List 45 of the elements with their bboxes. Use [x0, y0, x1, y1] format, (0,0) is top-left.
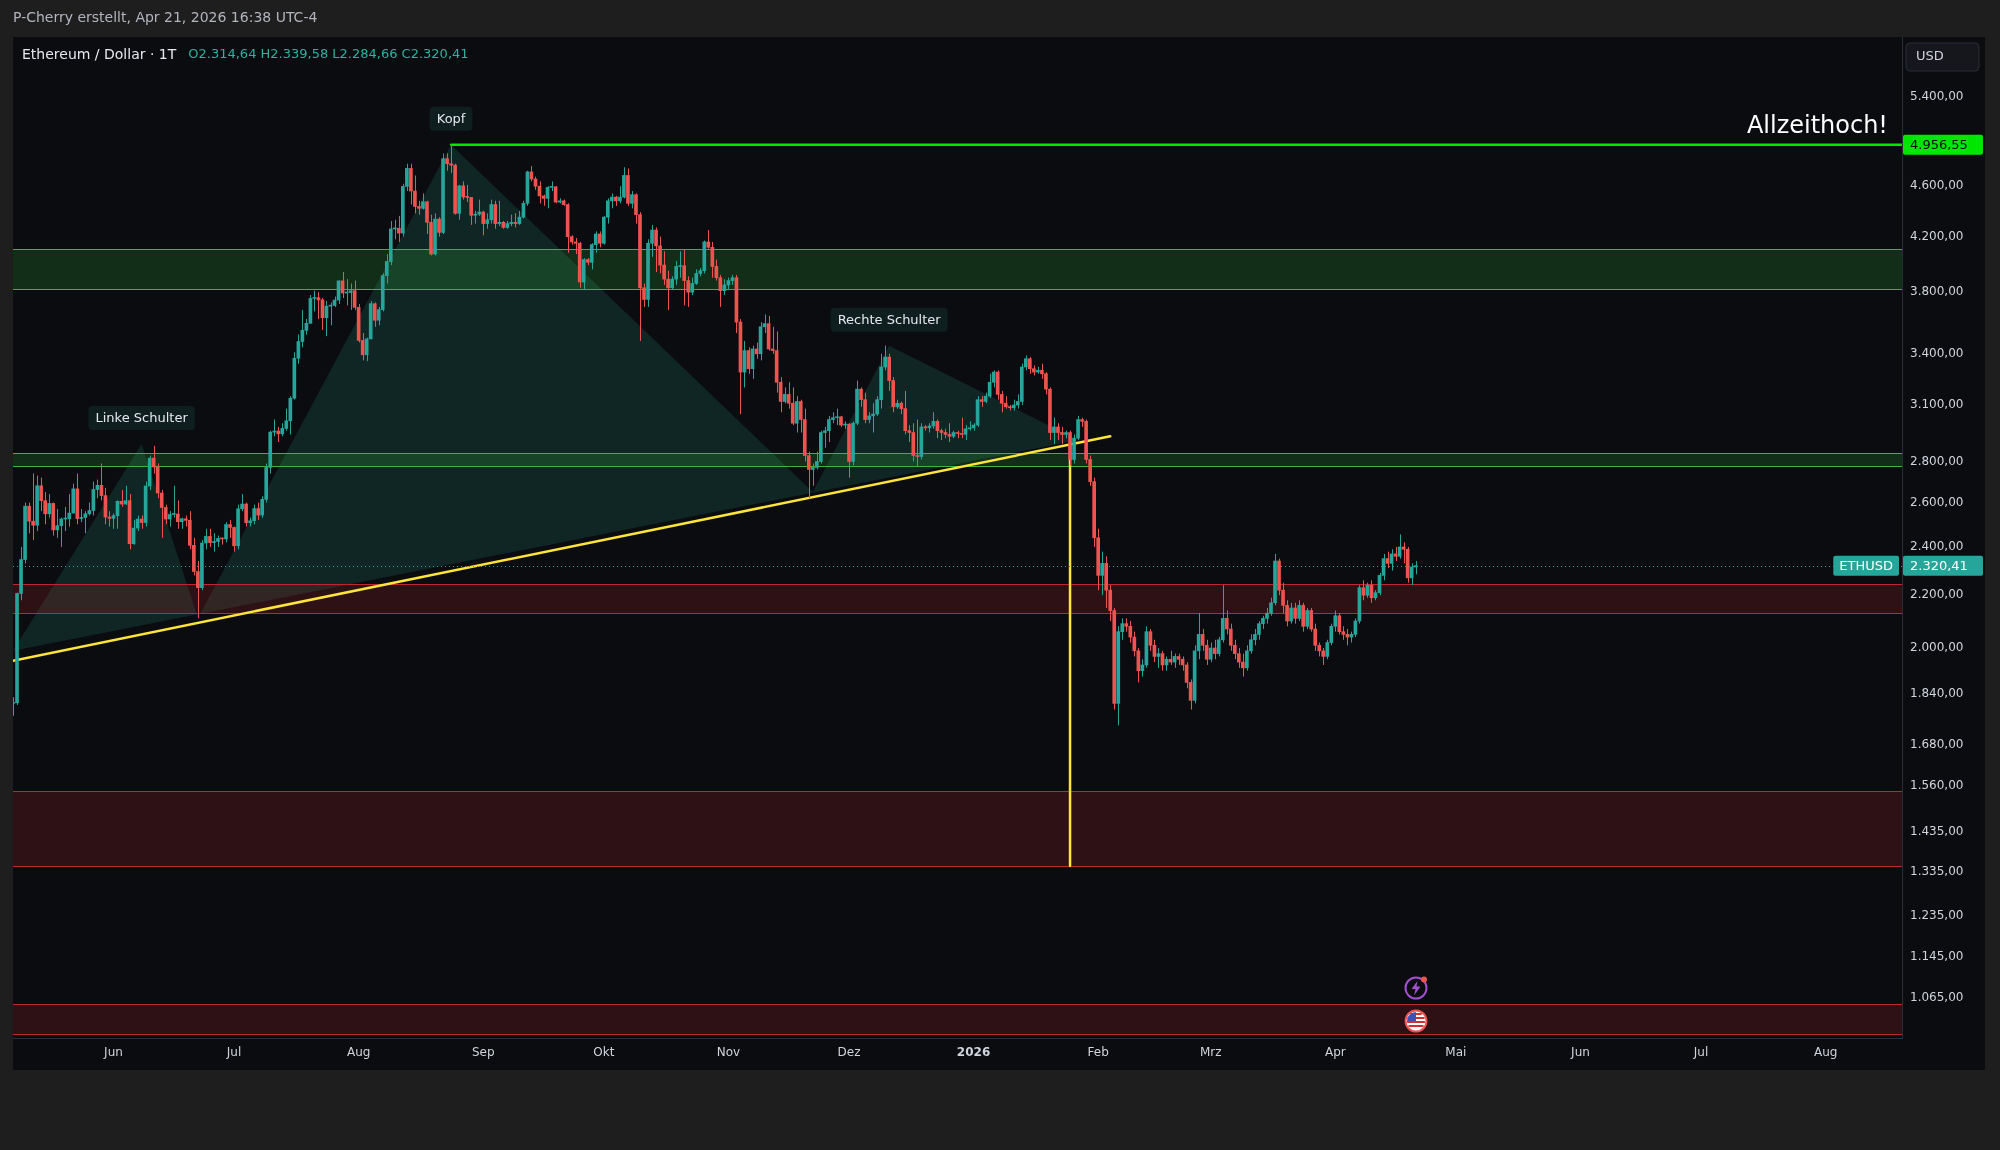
y-tick-label: 2.200,00 — [1910, 587, 1964, 602]
y-tick-label: 2.000,00 — [1910, 640, 1964, 655]
x-tick-label: Jun — [103, 1045, 123, 1060]
y-tick-label: 3.100,00 — [1910, 397, 1964, 412]
text: P-Cherry erstellt, Apr 21, 2026 16:38 UTC-4 — [13, 9, 318, 25]
y-tick-label: 1.680,00 — [1910, 736, 1964, 751]
annotation: Rechte Schulter — [837, 312, 942, 328]
x-tick-label: Mrz — [1199, 1045, 1222, 1060]
annotation: Linke Schulter — [95, 410, 189, 426]
text: O2.314,64 H2.339,58 L2.284,66 C2.320,41 — [188, 46, 469, 62]
y-tick-label: 2.800,00 — [1910, 453, 1964, 468]
series-label: Allzeithoch! — [1746, 110, 1888, 139]
y-tick-label: 4.600,00 — [1910, 178, 1964, 193]
y-tick-label: 3.400,00 — [1910, 345, 1964, 360]
x-tick-label: Aug — [1813, 1045, 1838, 1060]
x-tick-label: Dez — [837, 1045, 861, 1060]
y-tick-label: 1.235,00 — [1910, 907, 1964, 922]
y-tick-label: 2.600,00 — [1910, 494, 1964, 509]
annotation: Kopf — [436, 111, 466, 127]
annotation: 2.320,41 — [1910, 558, 1968, 574]
y-tick-label: 1.065,00 — [1910, 989, 1964, 1004]
x-tick-label: Jun — [1570, 1045, 1590, 1060]
x-tick-label: Aug — [346, 1045, 371, 1060]
text: Ethereum / Dollar · 1T — [22, 45, 177, 62]
y-tick-label: 2.400,00 — [1910, 539, 1964, 554]
x-tick-label: Feb — [1087, 1045, 1109, 1060]
x-tick-label: Nov — [716, 1045, 741, 1060]
y-tick-label: 1.335,00 — [1910, 864, 1964, 879]
y-tick-label: 1.840,00 — [1910, 686, 1964, 701]
y-tick-label: 5.400,00 — [1910, 89, 1964, 104]
x-tick-label: Apr — [1324, 1045, 1346, 1060]
ref-line-label: ETHUSD — [1839, 558, 1894, 574]
y-tick-label: 1.145,00 — [1910, 949, 1964, 964]
x-tick-label: Mai — [1445, 1045, 1467, 1060]
y-tick-label: 3.800,00 — [1910, 284, 1964, 299]
x-tick-label: Jul — [1692, 1045, 1709, 1060]
data-label: 4.956,55 — [1910, 137, 1968, 153]
x-tick-label: Sep — [471, 1045, 495, 1060]
y-tick-label: 4.200,00 — [1910, 228, 1964, 243]
y-axis-title: USD — [1916, 48, 1944, 64]
x-tick-label: 2026 — [956, 1045, 991, 1060]
y-tick-label: 1.560,00 — [1910, 777, 1964, 792]
x-tick-label: Jul — [225, 1045, 242, 1060]
y-tick-label: 1.435,00 — [1910, 824, 1964, 839]
x-tick-label: Okt — [593, 1045, 615, 1060]
